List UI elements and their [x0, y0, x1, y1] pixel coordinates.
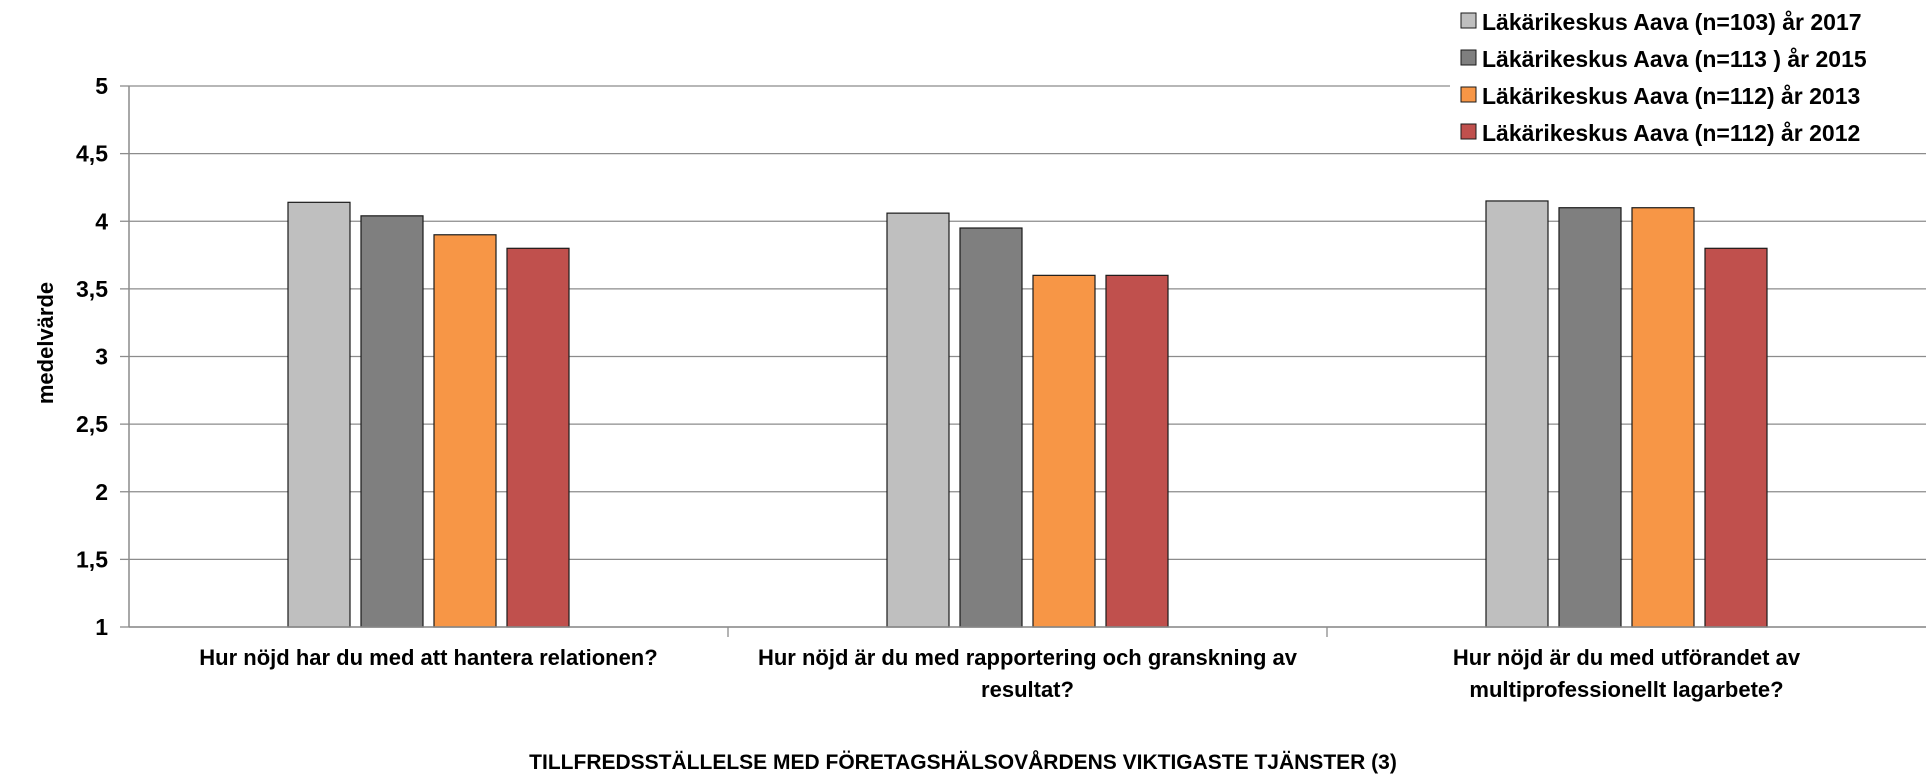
y-axis-ticks: 1 1,5 2 2,5 3 3,5 4 4,5 5 [76, 73, 129, 640]
y-tick-label: 1 [95, 614, 108, 640]
legend-swatch [1460, 49, 1477, 66]
bar [506, 247, 570, 628]
y-axis-label: medelvärde [33, 282, 58, 404]
legend-label: Läkärikeskus Aava (n=112) år 2013 [1482, 83, 1860, 109]
axes [128, 86, 1926, 637]
legend-swatch [1460, 123, 1477, 140]
legend-label: Läkärikeskus Aava (n=112) år 2012 [1482, 120, 1860, 146]
y-tick-label: 5 [95, 73, 108, 99]
bar [959, 227, 1023, 628]
bar [433, 234, 497, 628]
bar [1105, 274, 1169, 628]
bar [1631, 207, 1695, 628]
x-category-label: multiprofessionellt lagarbete? [1469, 677, 1783, 702]
x-category-label: Hur nöjd är du med rapportering och gran… [758, 645, 1298, 670]
x-category-label: Hur nöjd är du med utförandet av [1453, 645, 1801, 670]
bar [1558, 207, 1622, 628]
bars [287, 200, 1768, 628]
legend-swatch [1460, 86, 1477, 103]
y-tick-label: 4,5 [76, 141, 108, 167]
bar [886, 212, 950, 628]
legend-swatch [1460, 12, 1477, 29]
category-labels: Hur nöjd har du med att hantera relation… [199, 645, 1801, 702]
legend-label: Läkärikeskus Aava (n=103) år 2017 [1482, 9, 1862, 35]
y-tick-label: 2,5 [76, 411, 108, 437]
y-tick-label: 1,5 [76, 546, 108, 572]
bar [1485, 200, 1549, 628]
x-category-label: Hur nöjd har du med att hantera relation… [199, 645, 657, 670]
legend: Läkärikeskus Aava (n=103) år 2017 Läkärik… [1450, 0, 1926, 152]
legend-background [1450, 0, 1926, 152]
bar [1032, 274, 1096, 628]
y-tick-label: 4 [95, 208, 108, 234]
y-tick-label: 3,5 [76, 276, 108, 302]
y-tick-label: 2 [95, 479, 108, 505]
bar [1704, 247, 1768, 628]
y-tick-label: 3 [95, 344, 108, 370]
x-axis-label: TILLFREDSSTÄLLELSE MED FÖRETAGSHÄLSOVÅRD… [529, 750, 1397, 774]
legend-label: Läkärikeskus Aava (n=113 ) år 2015 [1482, 46, 1867, 72]
gridlines [129, 85, 1926, 628]
bar [360, 215, 424, 628]
x-category-label: resultat? [981, 677, 1074, 702]
bar [287, 201, 351, 628]
